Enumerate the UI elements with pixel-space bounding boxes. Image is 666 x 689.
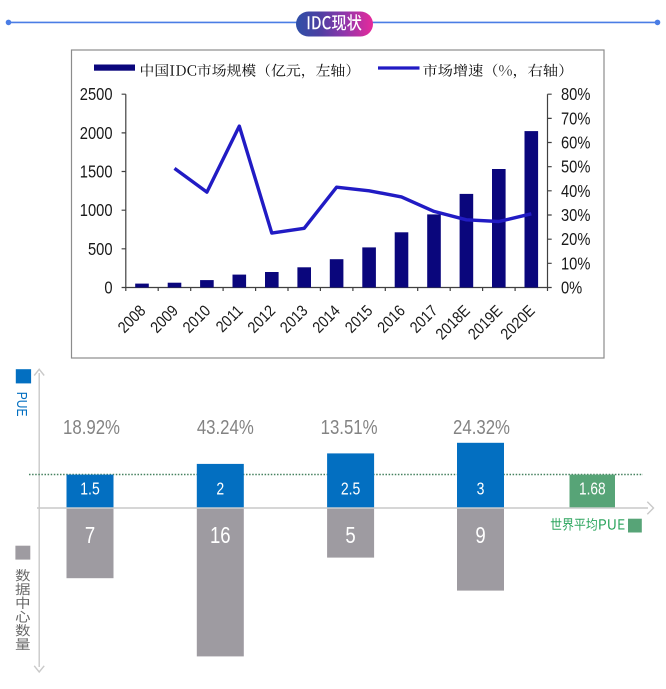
- svg-text:70%: 70%: [561, 109, 590, 128]
- svg-text:43.24%: 43.24%: [197, 416, 254, 439]
- svg-text:20%: 20%: [561, 230, 590, 249]
- svg-text:0: 0: [104, 278, 112, 297]
- svg-text:1.5: 1.5: [80, 480, 100, 499]
- svg-text:1.68: 1.68: [579, 480, 606, 499]
- svg-text:7: 7: [85, 523, 95, 548]
- svg-text:16: 16: [210, 523, 231, 548]
- svg-text:PUE: PUE: [13, 392, 30, 417]
- svg-text:2500: 2500: [80, 85, 113, 104]
- svg-text:0%: 0%: [561, 278, 582, 297]
- svg-text:60%: 60%: [561, 133, 590, 152]
- svg-text:40%: 40%: [561, 182, 590, 201]
- svg-text:2000: 2000: [80, 124, 113, 143]
- svg-text:50%: 50%: [561, 158, 590, 177]
- svg-text:2: 2: [216, 480, 224, 499]
- svg-text:1500: 1500: [80, 162, 113, 181]
- svg-text:13.51%: 13.51%: [321, 416, 378, 439]
- svg-text:3: 3: [477, 480, 485, 499]
- svg-text:18.92%: 18.92%: [63, 416, 120, 439]
- svg-text:80%: 80%: [561, 85, 590, 104]
- svg-text:1000: 1000: [80, 201, 113, 220]
- svg-text:2.5: 2.5: [341, 480, 361, 499]
- svg-text:5: 5: [345, 523, 355, 548]
- svg-text:500: 500: [88, 240, 113, 259]
- svg-text:10%: 10%: [561, 254, 590, 273]
- svg-text:24.32%: 24.32%: [453, 416, 510, 439]
- svg-text:30%: 30%: [561, 206, 590, 225]
- svg-text:9: 9: [475, 523, 485, 548]
